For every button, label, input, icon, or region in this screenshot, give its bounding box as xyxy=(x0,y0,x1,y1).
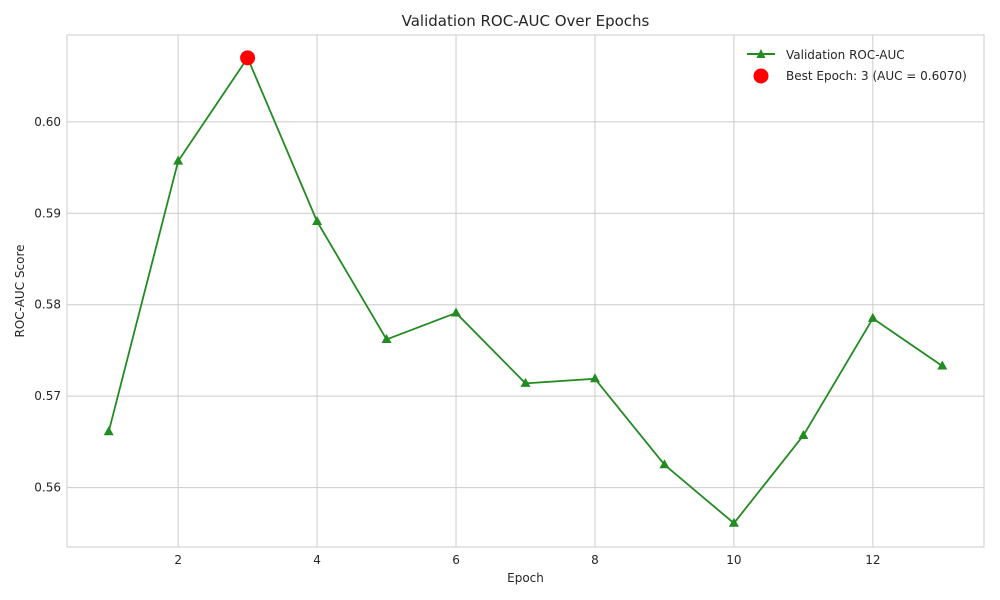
data-point-marker xyxy=(867,312,878,322)
data-point-marker xyxy=(451,307,462,317)
best-epoch-marker xyxy=(240,50,256,66)
data-point-marker xyxy=(937,360,948,370)
y-tick-label: 0.56 xyxy=(34,481,61,495)
legend: Validation ROC-AUC Best Epoch: 3 (AUC = … xyxy=(747,48,967,84)
data-point-marker xyxy=(173,155,184,165)
x-tick-label: 10 xyxy=(726,553,741,567)
x-tick-label: 2 xyxy=(174,553,182,567)
data-point-marker xyxy=(520,377,531,387)
x-tick-label: 12 xyxy=(865,553,880,567)
y-tick-label: 0.57 xyxy=(34,389,61,403)
legend-best-marker xyxy=(753,68,769,84)
data-point-marker xyxy=(659,459,670,469)
x-tick-label: 8 xyxy=(591,553,599,567)
tick-label-layer: 2 4 6 8 10 12 0.56 0.57 0.58 0.59 0.60 xyxy=(34,115,880,567)
grid-layer xyxy=(67,35,984,547)
data-point-marker xyxy=(798,429,809,439)
data-point-marker xyxy=(381,333,392,343)
series-layer xyxy=(103,50,948,527)
legend-triangle-marker xyxy=(756,49,766,58)
chart-title: Validation ROC-AUC Over Epochs xyxy=(402,12,650,30)
legend-series-label: Validation ROC-AUC xyxy=(786,48,905,62)
plot-frame xyxy=(66,34,985,548)
legend-best-label: Best Epoch: 3 (AUC = 0.6070) xyxy=(786,69,967,83)
data-point-marker xyxy=(312,216,323,226)
y-tick-label: 0.59 xyxy=(34,206,61,220)
x-tick-label: 6 xyxy=(452,553,460,567)
data-point-marker xyxy=(589,373,600,383)
data-point-marker xyxy=(103,426,114,436)
data-point-marker xyxy=(728,517,739,527)
y-tick-label: 0.58 xyxy=(34,298,61,312)
y-tick-label: 0.60 xyxy=(34,115,61,129)
series-line xyxy=(107,56,943,525)
x-axis-label: Epoch xyxy=(507,571,544,585)
y-axis-label: ROC-AUC Score xyxy=(13,244,27,337)
x-tick-label: 4 xyxy=(313,553,321,567)
